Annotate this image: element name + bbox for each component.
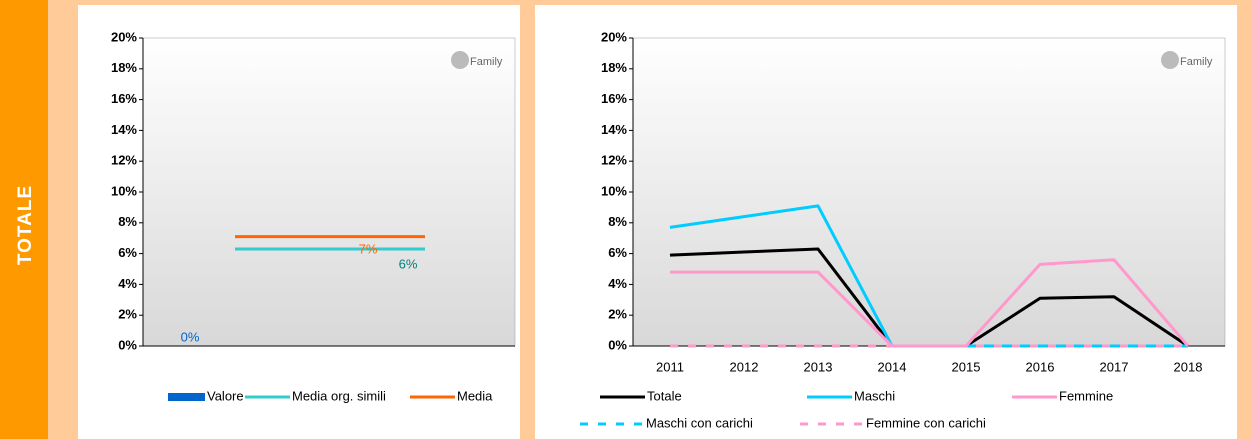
x-tick-label: 2015 bbox=[952, 359, 981, 374]
x-tick-label: 2013 bbox=[804, 359, 833, 374]
y-tick-label: 20% bbox=[111, 29, 137, 44]
plot-area bbox=[142, 37, 516, 347]
legend-label: Media bbox=[457, 388, 493, 403]
y-tick-label: 16% bbox=[601, 91, 627, 106]
y-tick-label: 2% bbox=[608, 307, 627, 322]
y-tick-label: 0% bbox=[608, 337, 627, 352]
section-bar bbox=[0, 0, 48, 439]
y-tick-label: 12% bbox=[111, 153, 137, 168]
x-tick-label: 2011 bbox=[656, 359, 684, 374]
watermark-icon bbox=[451, 51, 469, 69]
legend-label: Maschi bbox=[854, 388, 895, 403]
y-tick-label: 18% bbox=[111, 60, 137, 75]
y-tick-label: 20% bbox=[601, 29, 627, 44]
section-label: TOTALE bbox=[15, 185, 36, 265]
x-tick-label: 2017 bbox=[1100, 359, 1129, 374]
y-tick-label: 0% bbox=[118, 337, 137, 352]
y-tick-label: 12% bbox=[601, 153, 627, 168]
legend-label: Media org. simili bbox=[292, 388, 386, 403]
legend-label: Femmine bbox=[1059, 388, 1113, 403]
y-tick-label: 16% bbox=[111, 91, 137, 106]
data-label: 6% bbox=[399, 256, 418, 271]
y-tick-label: 8% bbox=[608, 214, 627, 229]
y-tick-label: 4% bbox=[608, 276, 627, 291]
y-tick-label: 8% bbox=[118, 214, 137, 229]
x-tick-label: 2018 bbox=[1174, 359, 1203, 374]
watermark: Family bbox=[1180, 56, 1213, 68]
data-label: 7% bbox=[359, 241, 378, 256]
x-tick-label: 2012 bbox=[730, 359, 759, 374]
legend-label: Valore bbox=[207, 388, 244, 403]
legend-label: Maschi con carichi bbox=[646, 415, 753, 430]
y-tick-label: 6% bbox=[608, 245, 627, 260]
x-tick-label: 2016 bbox=[1026, 359, 1055, 374]
y-tick-label: 10% bbox=[111, 183, 137, 198]
y-tick-label: 14% bbox=[601, 122, 627, 137]
x-tick-label: 2014 bbox=[878, 359, 907, 374]
legend-swatch bbox=[168, 393, 205, 401]
watermark-icon bbox=[1161, 51, 1179, 69]
y-tick-label: 6% bbox=[118, 245, 137, 260]
y-tick-label: 2% bbox=[118, 307, 137, 322]
legend-label: Femmine con carichi bbox=[866, 415, 986, 430]
legend-label: Totale bbox=[647, 388, 682, 403]
y-tick-label: 18% bbox=[601, 60, 627, 75]
y-tick-label: 4% bbox=[118, 276, 137, 291]
y-tick-label: 14% bbox=[111, 122, 137, 137]
data-label: 0% bbox=[181, 329, 200, 344]
plot-area bbox=[632, 37, 1226, 347]
watermark: Family bbox=[470, 56, 503, 68]
y-tick-label: 10% bbox=[601, 183, 627, 198]
